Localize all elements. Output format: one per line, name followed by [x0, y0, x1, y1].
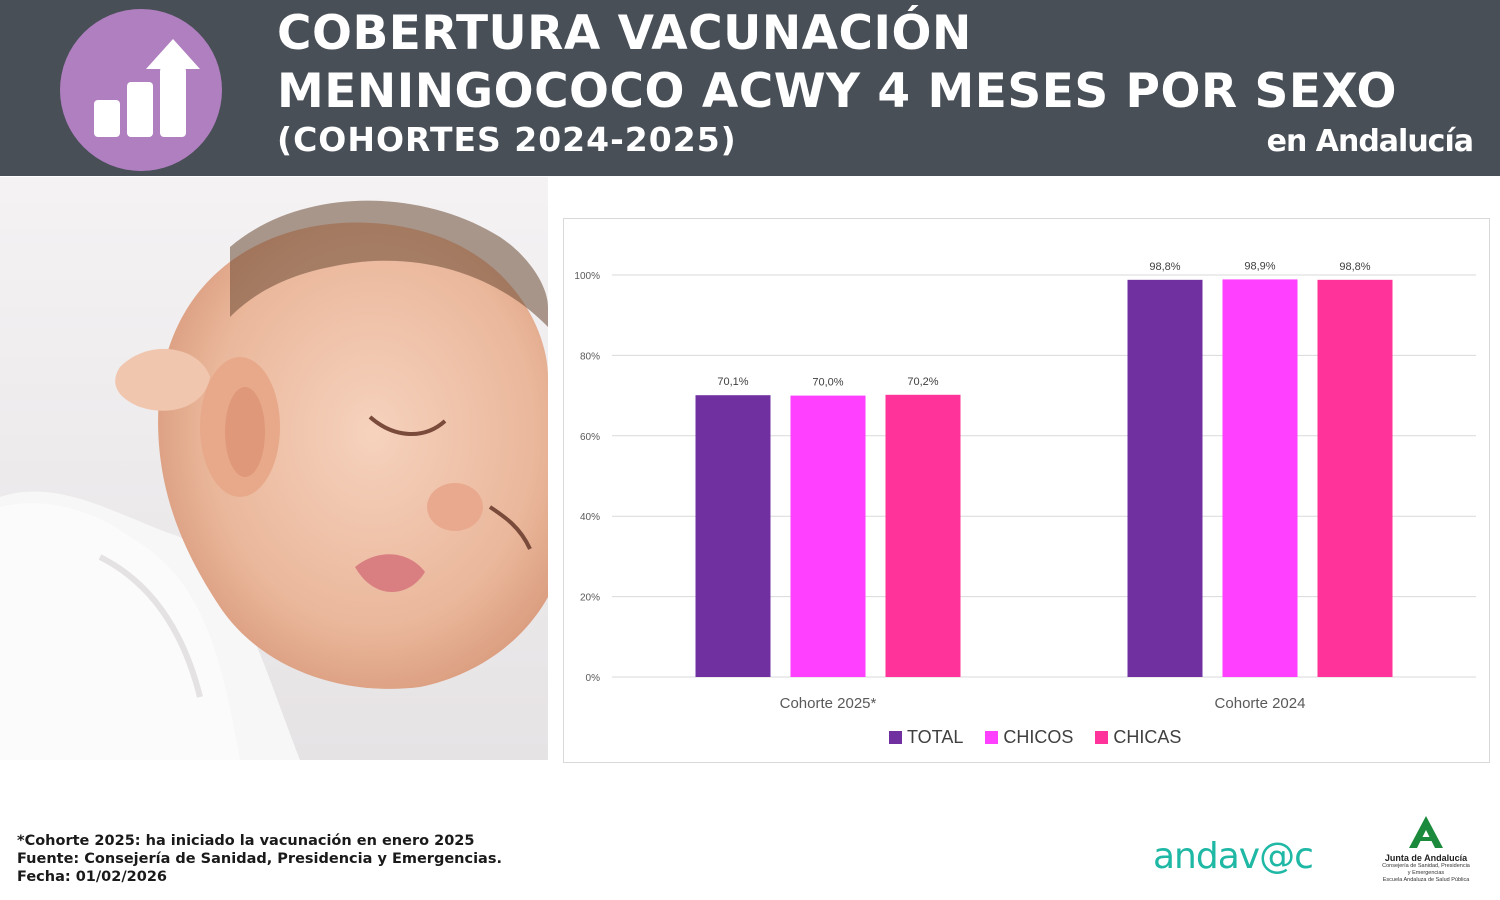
y-tick-label: 100%	[574, 271, 600, 282]
title-line-1: COBERTURA VACUNACIÓN	[277, 6, 972, 61]
y-tick-label: 40%	[580, 512, 600, 523]
junta-dept-2: y Emergencias	[1407, 870, 1445, 876]
x-category-label: Cohorte 2025*	[780, 695, 877, 712]
junta-name: Junta de Andalucía	[1384, 853, 1468, 863]
junta-school: Escuela Andaluza de Salud Pública	[1382, 877, 1470, 883]
title-line-2: MENINGOCOCO ACWY 4 MESES POR SEXO	[277, 64, 1397, 119]
x-category-label: Cohorte 2024	[1215, 695, 1306, 712]
bar-chicos-1	[1222, 279, 1298, 677]
footnote-date: Fecha: 01/02/2026	[17, 869, 168, 885]
title-line-3: (COHORTES 2024-2025)	[277, 120, 737, 159]
bar-total-0	[695, 395, 771, 677]
bar-total-1	[1127, 279, 1203, 677]
y-tick-label: 80%	[580, 351, 600, 362]
sleeping-baby-photo	[0, 177, 548, 760]
bar-chicas-0	[885, 394, 961, 677]
y-tick-label: 20%	[580, 593, 600, 604]
junta-de-andalucia-logo: Junta de Andalucía Consejería de Sanidad…	[1376, 815, 1476, 884]
data-label: 98,8%	[1339, 261, 1370, 273]
legend-label-chicas: CHICAS	[1113, 727, 1182, 747]
footnote: *Cohorte 2025: ha iniciado la vacunación…	[17, 832, 502, 886]
footnote-cohort-note: *Cohorte 2025: ha iniciado la vacunación…	[17, 833, 475, 849]
legend-label-chicos: CHICOS	[1003, 727, 1074, 747]
region-label: en Andalucía	[1266, 124, 1474, 159]
bar-chicos-0	[790, 395, 866, 677]
data-label: 98,8%	[1149, 261, 1180, 273]
legend-swatch-chicos	[985, 731, 999, 744]
bar-chicas-1	[1317, 279, 1393, 677]
data-label: 70,1%	[717, 376, 748, 388]
header-banner: COBERTURA VACUNACIÓN MENINGOCOCO ACWY 4 …	[0, 0, 1500, 176]
legend-swatch-total	[889, 731, 902, 744]
junta-dept-1: Consejería de Sanidad, Presidencia	[1382, 863, 1470, 869]
chart-legend: TOTAL CHICOS CHICAS	[889, 727, 1181, 748]
junta-a-icon	[1409, 816, 1443, 848]
y-tick-label: 0%	[586, 673, 601, 684]
footnote-source: Fuente: Consejería de Sanidad, Presidenc…	[17, 851, 502, 867]
bar-chart: 0% 20% 40% 60% 80% 100% 70,1% 70,0% 70,2% Cohorte…	[574, 260, 1476, 712]
andavac-logo: andav@c	[1153, 836, 1314, 877]
legend-swatch-chicas	[1095, 731, 1109, 744]
chart-frame: 0% 20% 40% 60% 80% 100% 70,1% 70,0% 70,2% Cohorte…	[563, 218, 1490, 763]
data-label: 70,0%	[812, 377, 843, 389]
legend-item-total: TOTAL	[889, 727, 963, 748]
legend-label-total: TOTAL	[907, 727, 964, 747]
legend-item-chicas: CHICAS	[1095, 727, 1181, 748]
legend-item-chicos: CHICOS	[985, 727, 1073, 748]
y-tick-label: 60%	[580, 432, 600, 443]
data-label: 70,2%	[907, 376, 938, 388]
data-label: 98,9%	[1244, 260, 1275, 272]
bar-chart-up-arrow-icon	[60, 9, 222, 171]
